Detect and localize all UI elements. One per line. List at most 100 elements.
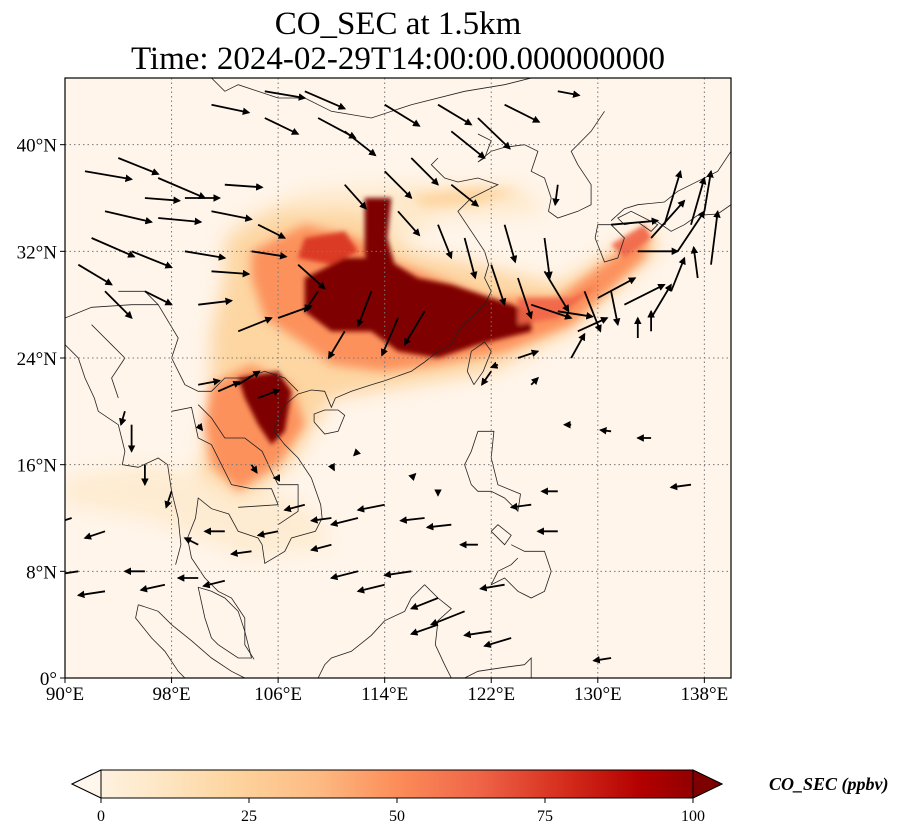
wind-arrow bbox=[552, 184, 560, 207]
wind-arrow bbox=[380, 317, 399, 357]
colorbar-tick-label: 75 bbox=[537, 808, 553, 825]
coastline-segment bbox=[317, 584, 425, 678]
x-tick-label: 122°E bbox=[467, 684, 515, 705]
wind-arrow bbox=[650, 199, 686, 239]
wind-arrow bbox=[610, 291, 621, 327]
wind-arrow bbox=[450, 183, 480, 207]
wind-arrow bbox=[83, 530, 106, 540]
wind-arrow bbox=[408, 472, 417, 481]
map-frame bbox=[64, 77, 732, 679]
wind-arrow bbox=[509, 502, 532, 511]
wind-arrow bbox=[91, 237, 136, 258]
colorbar-tick-label: 0 bbox=[97, 808, 105, 825]
wind-arrow bbox=[403, 310, 426, 346]
coastline-segment bbox=[524, 657, 532, 678]
wind-arrow bbox=[710, 209, 721, 265]
wind-arrow bbox=[256, 530, 279, 538]
wind-arrow bbox=[577, 317, 609, 333]
wind-vectors bbox=[65, 90, 721, 664]
wind-arrow bbox=[669, 482, 692, 491]
wind-arrow bbox=[450, 130, 486, 159]
wind-arrow bbox=[384, 170, 413, 199]
wind-arrow bbox=[479, 583, 505, 592]
colorbar-ticks: 0 25 50 75 100 bbox=[97, 798, 705, 825]
wind-arrow bbox=[303, 290, 319, 313]
colorbar-label: CO_SEC (ppbv) bbox=[769, 774, 889, 795]
wind-arrow bbox=[310, 516, 332, 524]
wind-arrow bbox=[409, 623, 439, 636]
y-tick-label: 8°N bbox=[26, 562, 57, 583]
wind-arrow bbox=[158, 217, 203, 226]
wind-arrow bbox=[250, 464, 258, 474]
wind-arrow bbox=[251, 250, 288, 260]
coastline-segment bbox=[313, 409, 346, 435]
wind-arrow bbox=[195, 422, 204, 432]
wind-arrow bbox=[477, 117, 511, 150]
wind-arrow bbox=[329, 570, 359, 581]
wind-arrow bbox=[557, 90, 581, 98]
x-tick-label: 138°E bbox=[681, 684, 729, 705]
wind-arrow bbox=[397, 210, 421, 237]
wind-arrow bbox=[463, 237, 478, 280]
wind-arrow bbox=[517, 349, 540, 359]
colorbar-extend-max bbox=[692, 769, 724, 799]
coastlines bbox=[65, 78, 731, 678]
wind-arrow bbox=[489, 361, 499, 369]
coastline-segment bbox=[211, 78, 532, 119]
colorbar: 0 25 50 75 100 CO_SEC (ppbv) bbox=[70, 769, 889, 825]
wind-arrow bbox=[237, 370, 261, 386]
colorbar-bar bbox=[70, 769, 724, 799]
wind-arrow bbox=[119, 411, 127, 427]
chart-subtitle: Time: 2024-02-29T14:00:00.000000000 bbox=[130, 41, 666, 77]
y-tick-label: 32°N bbox=[17, 242, 58, 263]
coastline-segment bbox=[464, 430, 521, 513]
wind-arrow bbox=[530, 376, 539, 386]
wind-arrow bbox=[592, 656, 612, 664]
wind-arrow bbox=[84, 170, 133, 182]
coastline-segment bbox=[594, 224, 625, 263]
wind-arrow bbox=[583, 290, 602, 333]
wind-arrow bbox=[399, 516, 425, 524]
colorbar-tick-label: 25 bbox=[241, 808, 257, 825]
wind-arrow bbox=[211, 269, 251, 278]
wind-arrow bbox=[237, 316, 273, 333]
wind-arrow bbox=[543, 237, 553, 280]
wind-arrow bbox=[224, 183, 264, 191]
colorbar-tick-label: 100 bbox=[681, 808, 705, 825]
wind-arrow bbox=[329, 517, 359, 527]
coastline-segment bbox=[490, 524, 512, 546]
wind-arrow bbox=[463, 630, 492, 639]
wind-arrow bbox=[139, 583, 166, 593]
wind-arrow bbox=[217, 380, 241, 393]
wind-arrow bbox=[104, 210, 153, 225]
wind-arrow bbox=[597, 277, 637, 299]
wind-arrow bbox=[211, 103, 251, 116]
wind-arrow bbox=[611, 217, 660, 226]
wind-arrow bbox=[410, 157, 439, 186]
coastline-segment bbox=[464, 664, 525, 678]
wind-arrow bbox=[328, 330, 346, 360]
coastline-segment bbox=[490, 544, 552, 599]
wind-arrow bbox=[690, 245, 699, 279]
wind-arrow bbox=[384, 103, 421, 127]
wind-arrow bbox=[131, 250, 173, 269]
wind-arrow bbox=[356, 290, 373, 328]
wind-arrow bbox=[230, 549, 252, 557]
y-tick-label: 40°N bbox=[17, 136, 58, 157]
wind-arrow bbox=[504, 103, 541, 123]
coastline-segment bbox=[197, 586, 253, 659]
wind-arrow bbox=[690, 176, 707, 225]
wind-arrow bbox=[257, 388, 281, 399]
y-tick-label: 16°N bbox=[17, 456, 58, 477]
wind-arrow bbox=[437, 224, 453, 260]
coastline-segment bbox=[135, 604, 186, 678]
wind-arrow bbox=[198, 297, 234, 306]
wind-arrow bbox=[429, 610, 465, 626]
wind-arrow bbox=[483, 637, 512, 648]
plume-mid-yellowsea bbox=[411, 187, 518, 208]
colorbar-tick-label: 50 bbox=[389, 808, 405, 825]
wind-arrow bbox=[327, 462, 335, 472]
wind-arrow bbox=[353, 448, 362, 457]
wind-arrow bbox=[670, 256, 686, 292]
wind-arrow bbox=[184, 250, 227, 261]
